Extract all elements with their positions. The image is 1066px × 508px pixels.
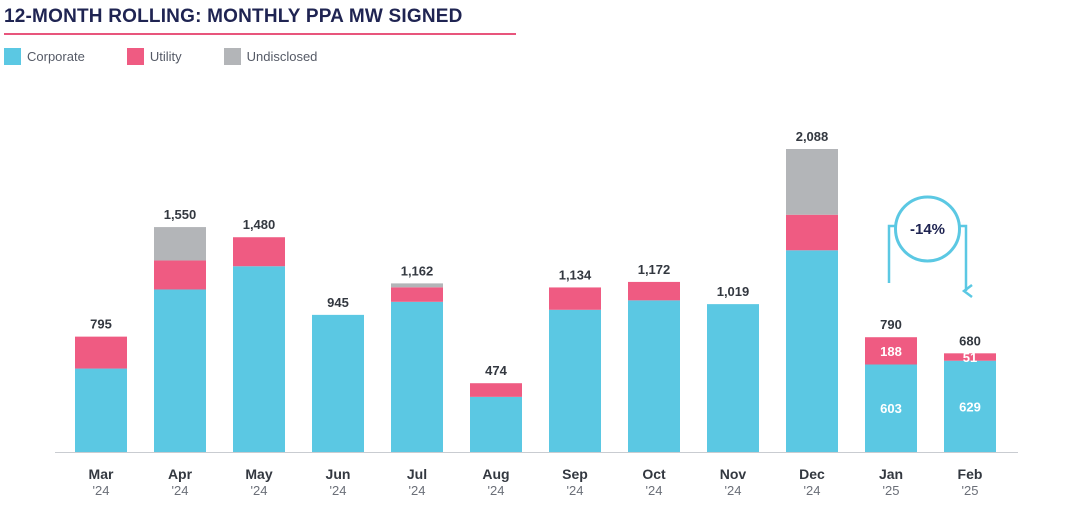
tick-label-year-aug: '24	[488, 483, 505, 498]
segment-label-utility-feb: 51	[963, 350, 977, 365]
bar-corporate-aug	[470, 396, 522, 452]
total-label-jun: 945	[327, 295, 349, 310]
bar-corporate-jun	[312, 314, 364, 452]
bar-corporate-nov	[707, 304, 759, 452]
change-arrow-start	[887, 224, 896, 283]
tick-label-month-nov: Nov	[720, 466, 747, 482]
legend-item-corporate: Corporate	[4, 48, 85, 65]
bar-utility-dec	[786, 214, 838, 251]
tick-label-month-may: May	[245, 466, 272, 482]
bar-undisclosed-apr	[154, 227, 206, 261]
tick-label-month-aug: Aug	[482, 466, 509, 482]
bar-corporate-dec	[786, 250, 838, 452]
tick-label-year-mar: '24	[93, 483, 110, 498]
bar-corporate-apr	[154, 289, 206, 452]
tick-label-year-feb: '25	[962, 483, 979, 498]
legend-label-undisclosed: Undisclosed	[246, 49, 318, 64]
tick-label-year-nov: '24	[725, 483, 742, 498]
tick-label-month-jan: Jan	[879, 466, 903, 482]
total-label-dec: 2,088	[796, 129, 829, 144]
tick-label-month-jul: Jul	[407, 466, 427, 482]
total-label-apr: 1,550	[164, 207, 197, 222]
bar-undisclosed-jul	[391, 283, 443, 288]
bar-corporate-feb	[944, 360, 996, 452]
bar-corporate-may	[233, 266, 285, 452]
tick-label-month-jun: Jun	[326, 466, 351, 482]
legend-item-utility: Utility	[126, 48, 182, 65]
segment-label-corporate-jan: 603	[880, 401, 902, 416]
tick-label-month-feb: Feb	[958, 466, 983, 482]
total-label-aug: 474	[485, 363, 507, 378]
total-label-mar: 795	[90, 317, 112, 332]
legend-label-utility: Utility	[149, 49, 182, 64]
legend-swatch-undisclosed	[223, 48, 241, 65]
tick-label-month-oct: Oct	[642, 466, 666, 482]
tick-label-year-may: '24	[251, 483, 268, 498]
bar-utility-sep	[549, 287, 601, 310]
tick-label-year-oct: '24	[646, 483, 663, 498]
bar-corporate-oct	[628, 300, 680, 452]
change-badge-label: -14%	[910, 221, 945, 238]
tick-label-year-jan: '25	[883, 483, 900, 498]
total-label-oct: 1,172	[638, 262, 671, 277]
bar-undisclosed-dec	[786, 149, 838, 215]
total-label-sep: 1,134	[559, 267, 592, 282]
legend-item-undisclosed: Undisclosed	[223, 48, 318, 65]
legend-swatch-utility	[126, 48, 144, 65]
tick-label-month-dec: Dec	[799, 466, 825, 482]
bar-utility-apr	[154, 260, 206, 290]
bar-utility-jan	[865, 337, 917, 365]
bar-utility-mar	[75, 336, 127, 369]
tick-label-month-apr: Apr	[168, 466, 193, 482]
tick-label-month-sep: Sep	[562, 466, 588, 482]
tick-label-year-dec: '24	[804, 483, 821, 498]
change-badge	[894, 195, 961, 263]
bar-utility-may	[233, 237, 285, 267]
total-label-nov: 1,019	[717, 284, 750, 299]
bar-utility-feb	[944, 353, 996, 361]
bar-corporate-jul	[391, 301, 443, 452]
tick-label-year-sep: '24	[567, 483, 584, 498]
change-arrow-end	[959, 224, 973, 298]
tick-label-year-apr: '24	[172, 483, 189, 498]
chart-title: 12-MONTH ROLLING: MONTHLY PPA MW SIGNED	[4, 6, 463, 27]
legend: Corporate Utility Undisclosed	[4, 48, 359, 65]
title-underline	[4, 33, 516, 35]
legend-label-corporate: Corporate	[27, 49, 85, 64]
legend-swatch-corporate	[4, 48, 21, 65]
total-label-jul: 1,162	[401, 263, 434, 278]
total-label-feb: 680	[959, 333, 981, 348]
tick-label-year-jul: '24	[409, 483, 426, 498]
total-label-may: 1,480	[243, 217, 276, 232]
tick-label-month-mar: Mar	[89, 466, 114, 482]
bar-utility-aug	[470, 383, 522, 397]
bar-utility-oct	[628, 281, 680, 301]
total-label-jan: 790	[880, 317, 902, 332]
tick-label-year-jun: '24	[330, 483, 347, 498]
bar-utility-jul	[391, 287, 443, 302]
bar-corporate-jan	[865, 364, 917, 452]
bar-corporate-mar	[75, 368, 127, 452]
segment-label-utility-jan: 188	[880, 344, 902, 359]
bar-corporate-sep	[549, 309, 601, 452]
segment-label-corporate-feb: 629	[959, 399, 981, 414]
